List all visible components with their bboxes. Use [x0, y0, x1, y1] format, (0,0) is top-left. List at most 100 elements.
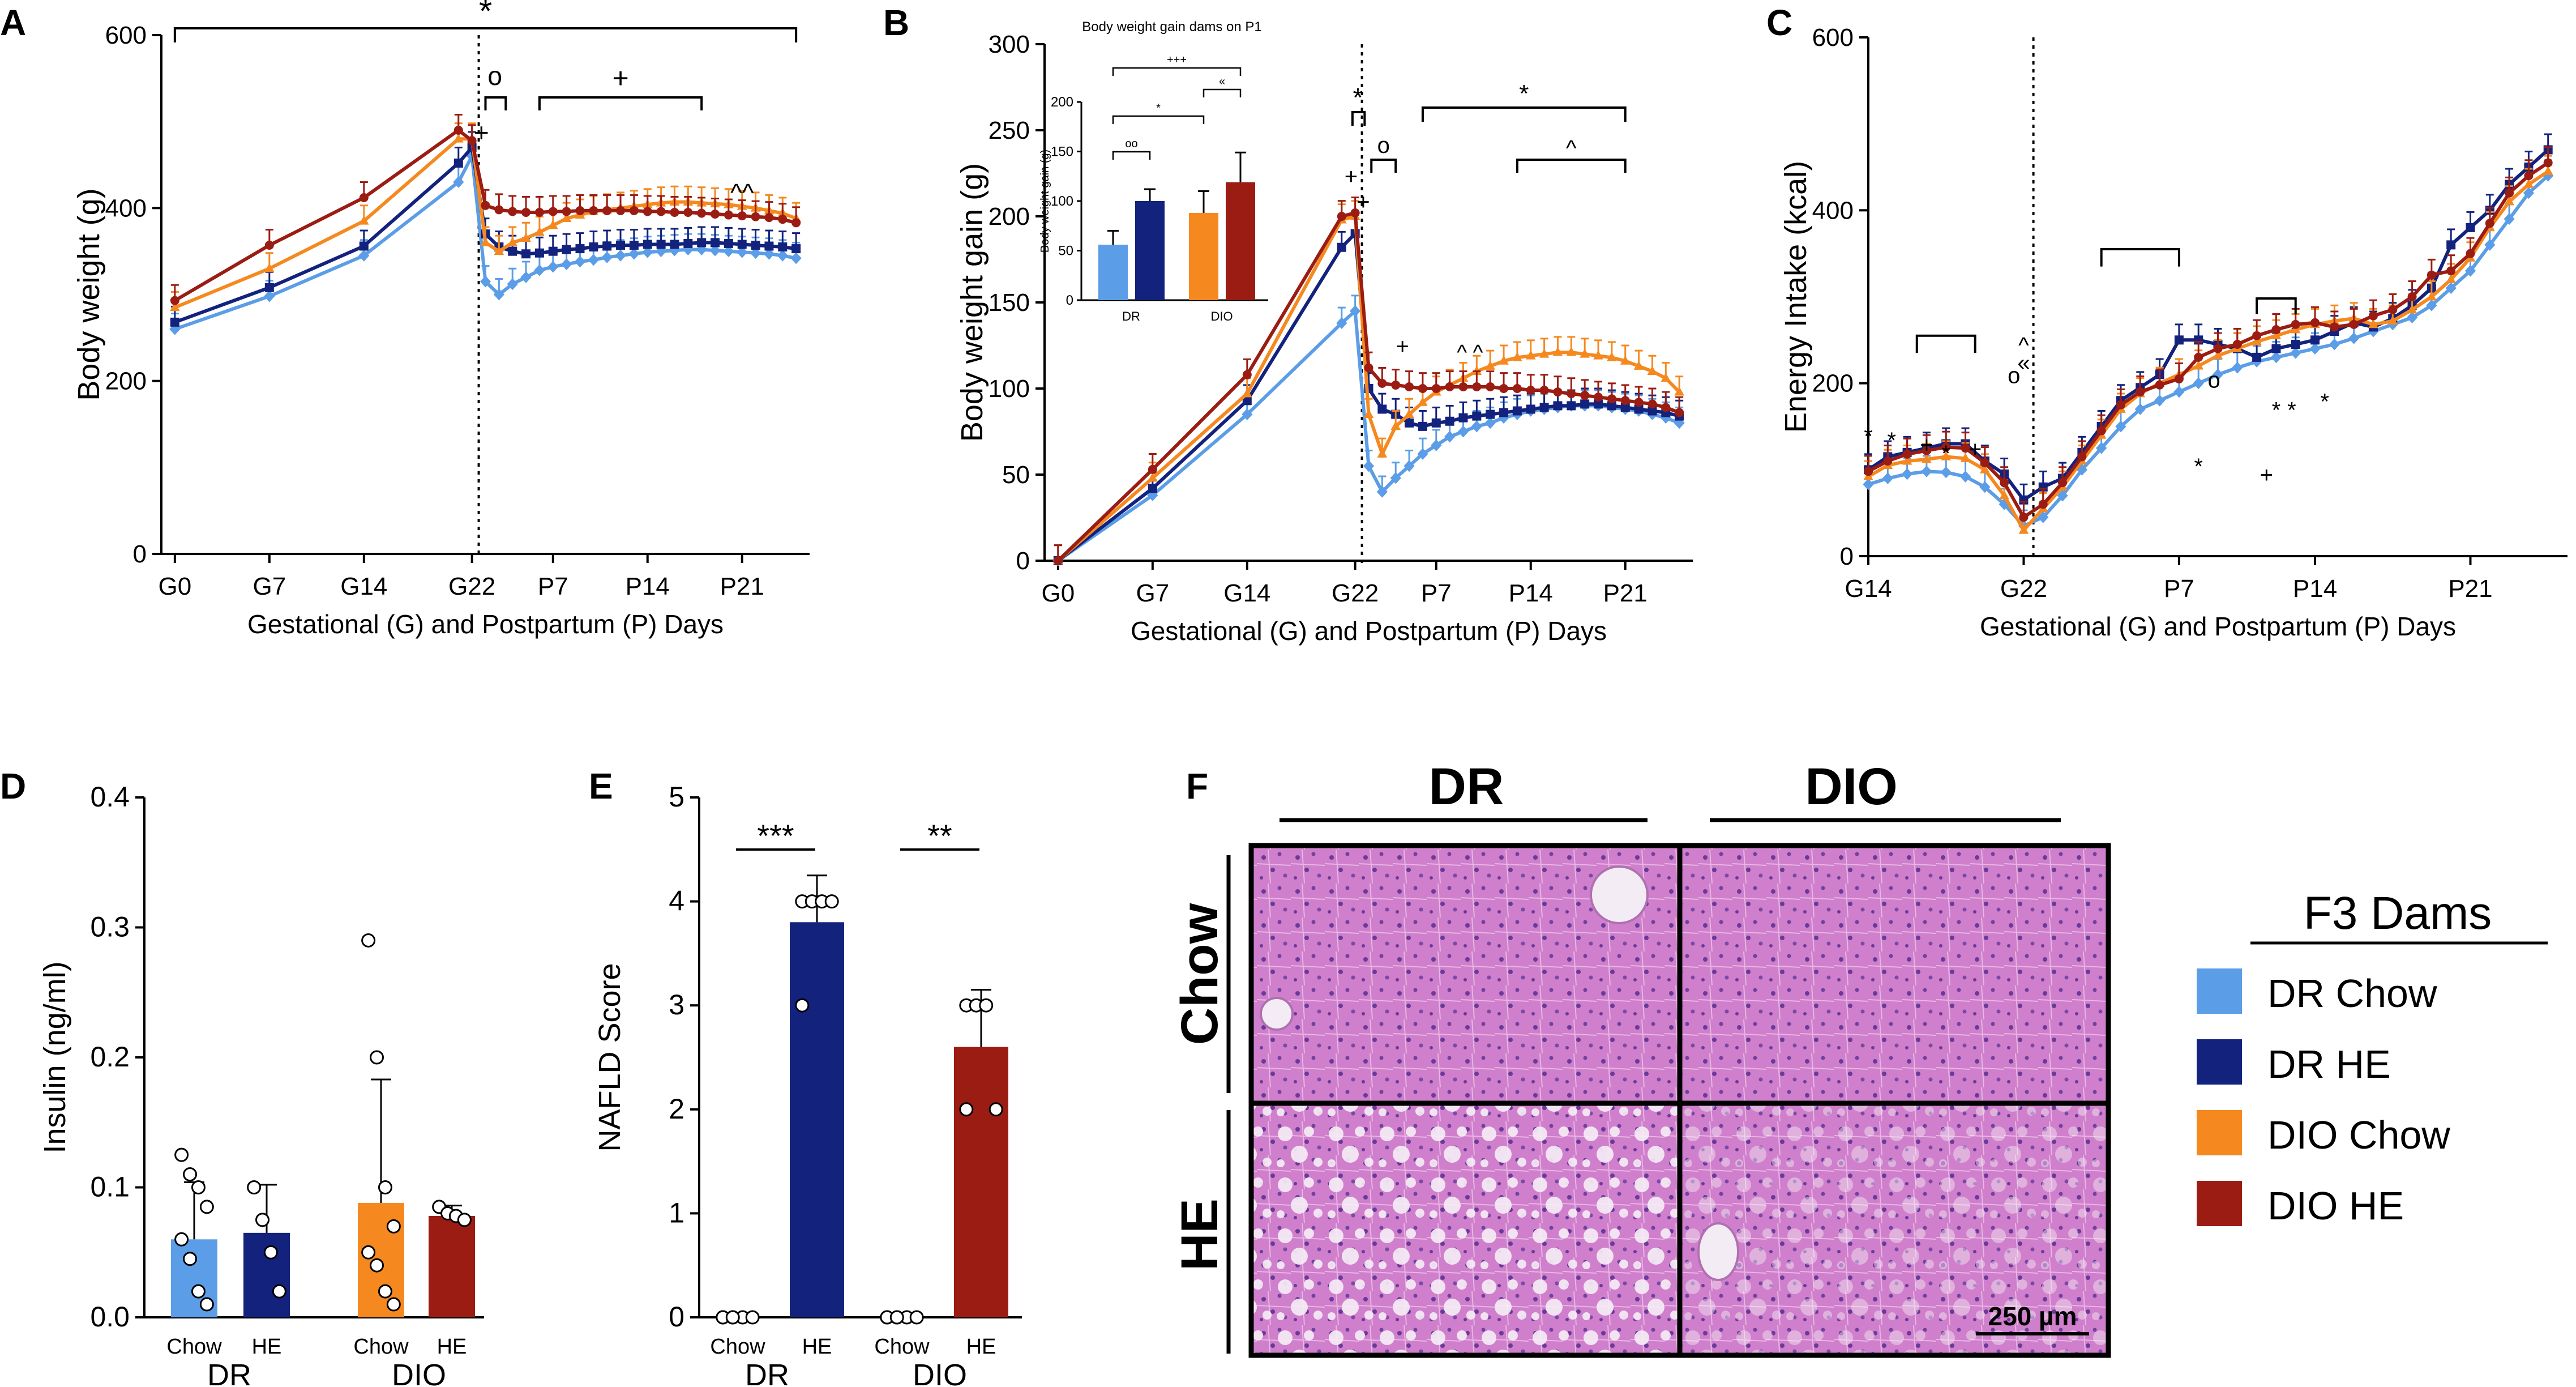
data-point — [378, 1284, 392, 1299]
data-point — [1526, 386, 1535, 395]
data-point — [1417, 448, 1428, 460]
data-point — [1445, 416, 1454, 426]
y-tick-label: 0 — [1016, 547, 1030, 575]
significance-bracket — [484, 96, 507, 110]
significance-mark: * — [2287, 398, 2296, 423]
data-point — [711, 210, 720, 219]
data-point — [272, 1284, 286, 1299]
data-point — [989, 1102, 1003, 1117]
panel-label-a: A — [0, 2, 26, 43]
histology-panel: DR DIO Chow HE 250 µm — [1171, 758, 2111, 1358]
category-label: HE — [437, 1335, 467, 1359]
data-point — [1431, 384, 1441, 393]
data-point — [562, 245, 571, 254]
data-point — [1363, 460, 1375, 472]
data-point — [791, 244, 801, 254]
data-point — [959, 1102, 974, 1117]
x-tick-label: G14 — [340, 573, 387, 600]
significance-mark: ^^ — [730, 179, 754, 207]
category-label: HE — [802, 1335, 832, 1359]
data-point — [2523, 178, 2534, 188]
data-point — [2193, 360, 2203, 370]
data-point — [2174, 335, 2184, 345]
y-tick-label: 600 — [105, 22, 147, 49]
data-point — [480, 237, 491, 246]
data-point — [589, 242, 598, 252]
x-tick-label: G7 — [253, 573, 286, 600]
data-point — [1526, 404, 1535, 414]
data-point — [2446, 274, 2456, 283]
histology-col-dr: DR — [1429, 758, 1504, 816]
data-point — [1486, 382, 1495, 391]
data-point — [629, 206, 639, 215]
y-tick-label: 0 — [669, 1301, 684, 1333]
data-point — [2446, 266, 2456, 276]
data-point — [1921, 465, 1932, 477]
histology-image-dr-he-vacuoles — [1251, 1103, 1680, 1355]
data-point — [1567, 401, 1576, 411]
series-dio-he — [1864, 146, 2553, 522]
data-point — [2270, 351, 2282, 364]
significance-mark: + — [1396, 334, 1409, 359]
data-point — [2173, 386, 2185, 398]
data-point — [2057, 489, 2068, 502]
data-point — [170, 296, 179, 305]
data-point — [724, 210, 733, 220]
data-point — [370, 1050, 384, 1065]
data-point — [255, 1213, 270, 1227]
data-point — [682, 244, 694, 256]
data-point — [1363, 409, 1374, 418]
data-point — [1552, 347, 1563, 356]
data-point — [1594, 399, 1603, 409]
data-point — [791, 218, 801, 228]
data-point — [763, 247, 775, 260]
data-point — [1525, 350, 1536, 360]
significance-mark: *** — [757, 818, 794, 853]
data-point — [174, 1147, 189, 1162]
data-point — [795, 998, 810, 1013]
group-label: DIO — [392, 1358, 446, 1387]
data-point — [1959, 471, 1971, 483]
data-point — [2466, 223, 2475, 232]
data-point — [1902, 449, 1912, 459]
data-point — [615, 249, 626, 262]
histology-image-dio-chow — [1680, 846, 2108, 1103]
inset-bracket — [1203, 88, 1242, 97]
data-point — [2504, 213, 2515, 225]
x-tick-label: G14 — [1845, 575, 1892, 603]
significance-mark: + — [2260, 463, 2273, 488]
series-line — [1867, 161, 2549, 520]
inset-bar — [1135, 201, 1165, 300]
data-point — [2291, 319, 2300, 329]
data-point — [2349, 319, 2359, 329]
data-point — [1377, 378, 1387, 388]
series-line — [1867, 170, 2549, 534]
data-point — [2388, 305, 2398, 314]
data-point — [824, 894, 839, 909]
data-point — [1882, 472, 1893, 484]
data-point — [2310, 318, 2320, 327]
significance-mark: * — [1941, 441, 1950, 466]
data-point — [1620, 396, 1630, 406]
data-point — [2271, 325, 2281, 335]
data-point — [979, 998, 994, 1013]
data-point — [2504, 196, 2514, 206]
y-tick-label: 4 — [669, 885, 684, 917]
data-point — [534, 264, 545, 276]
data-point — [1979, 481, 1991, 493]
x-tick-label: G22 — [1332, 579, 1379, 607]
data-point — [1922, 454, 1932, 463]
data-point — [1941, 442, 1951, 452]
data-point — [1418, 396, 1428, 406]
inset-group-label: DIO — [1210, 309, 1233, 323]
data-point — [709, 244, 721, 257]
data-point — [2155, 380, 2164, 390]
data-point — [1471, 420, 1482, 433]
y-tick-label: 0.4 — [90, 781, 130, 813]
data-point — [1418, 421, 1427, 431]
data-point — [548, 207, 558, 216]
data-point — [2077, 452, 2087, 462]
data-point — [2212, 369, 2224, 381]
data-point — [1390, 421, 1401, 430]
data-point — [2387, 315, 2398, 325]
